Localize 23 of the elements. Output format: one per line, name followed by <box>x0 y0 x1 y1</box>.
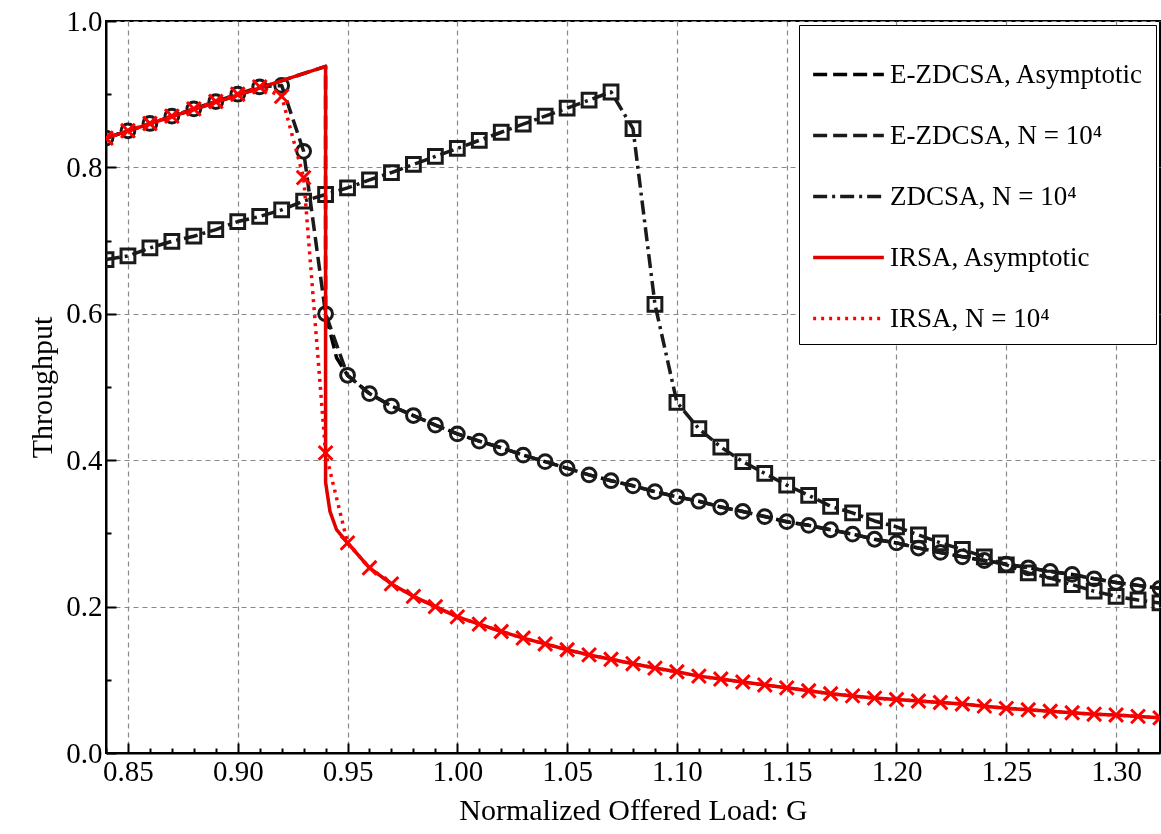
x-tick-label: 0.95 <box>322 754 374 787</box>
legend-label: IRSA, N = 10⁴ <box>890 302 1050 333</box>
y-axis-title: Throughput <box>25 316 59 459</box>
x-tick-label: 0.90 <box>212 754 264 787</box>
y-tick-label: 0.6 <box>66 297 103 330</box>
y-tick-label: 0.8 <box>66 150 103 183</box>
legend-label: ZDCSA, N = 10⁴ <box>890 180 1077 211</box>
y-tick-label: 0.4 <box>66 443 103 476</box>
x-tick-label: 1.00 <box>432 754 484 787</box>
x-tick-label: 1.20 <box>871 754 923 787</box>
x-tick-label: 1.05 <box>542 754 593 787</box>
x-tick-label: 1.25 <box>981 754 1033 787</box>
x-tick-label: 1.30 <box>1091 754 1142 787</box>
x-axis-title: Normalized Offered Load: G <box>459 792 808 826</box>
y-tick-label: 0.0 <box>66 736 103 769</box>
x-tick-label: 0.85 <box>103 754 154 787</box>
y-tick-label: 1.0 <box>66 4 103 37</box>
y-tick-label: 0.2 <box>66 590 103 623</box>
legend-label: IRSA, Asymptotic <box>890 241 1090 272</box>
legend-label: E-ZDCSA, Asymptotic <box>890 58 1143 89</box>
x-tick-label: 1.10 <box>652 754 703 787</box>
x-tick-label: 1.15 <box>761 754 813 787</box>
legend-label: E-ZDCSA, N = 10⁴ <box>890 119 1103 150</box>
